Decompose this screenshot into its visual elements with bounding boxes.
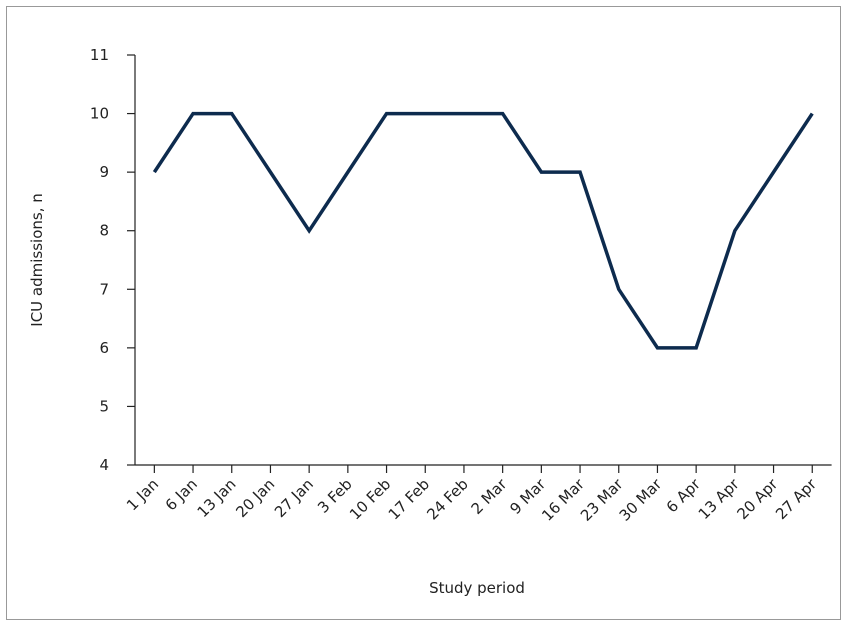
x-tick-label: 27 Apr: [772, 475, 821, 524]
x-tick-label: 13 Apr: [695, 475, 744, 524]
x-tick-label: 1 Jan: [123, 475, 162, 514]
line: [152, 111, 814, 350]
x-tick-label: 20 Jan: [232, 475, 278, 521]
y-tick-label: 4: [99, 456, 109, 474]
y-tick-label: 6: [99, 339, 109, 357]
x-tick-label: 27 Jan: [271, 475, 317, 521]
x-tick-label: 20 Apr: [733, 475, 782, 524]
x-tick-label: 2 Mar: [468, 475, 511, 518]
x-tick-label: 24 Feb: [423, 475, 471, 523]
frame: [6, 6, 841, 620]
y-axis-title: ICU admissions, n: [28, 193, 46, 326]
y-tick-label: 7: [99, 280, 109, 298]
x-tick-label: 10 Feb: [346, 475, 394, 523]
x-tick-label: 30 Mar: [616, 475, 666, 525]
x-tick-label: 17 Feb: [385, 475, 433, 523]
y-tick-label: 10: [90, 105, 109, 123]
y-tick-label: 9: [99, 163, 109, 181]
y-tick-label: 8: [99, 222, 109, 240]
x-tick-label: 13 Jan: [194, 475, 240, 521]
y-tick-label: 11: [90, 46, 109, 64]
x-axis-title: Study period: [429, 579, 525, 597]
y-tick-label: 5: [99, 397, 109, 415]
